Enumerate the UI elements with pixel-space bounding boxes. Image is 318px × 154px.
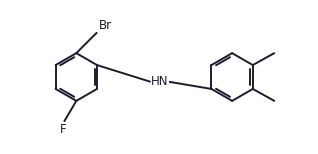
Text: F: F — [60, 123, 67, 136]
Text: Br: Br — [99, 19, 112, 32]
Text: HN: HN — [151, 75, 169, 88]
